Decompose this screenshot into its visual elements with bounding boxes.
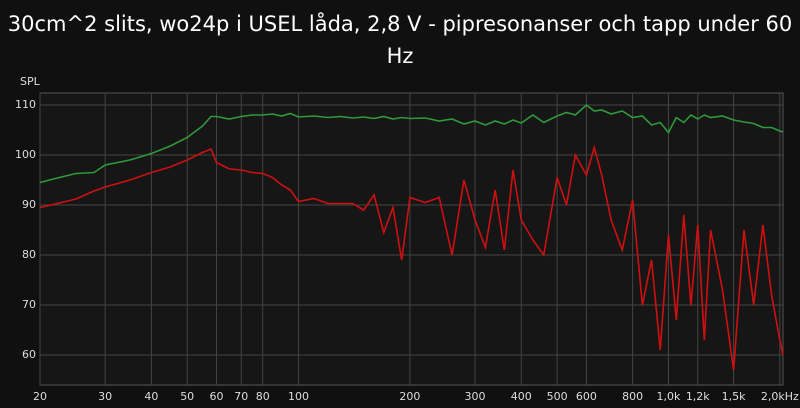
x-tick-label: 1,2k <box>686 390 710 403</box>
y-tick-label: 100 <box>15 148 36 161</box>
x-tick-label: 800 <box>622 390 643 403</box>
x-tick-label: 100 <box>288 390 309 403</box>
x-tick-label: 70 <box>234 390 248 403</box>
x-tick-label: 300 <box>465 390 486 403</box>
y-tick-label: 90 <box>22 198 36 211</box>
x-tick-label: 400 <box>511 390 532 403</box>
x-tick-label: 60 <box>209 390 223 403</box>
y-tick-label: 80 <box>22 248 36 261</box>
x-tick-label: 1,5k <box>722 390 746 403</box>
y-tick-label: 110 <box>15 98 36 111</box>
x-tick-label: 1,0k <box>657 390 681 403</box>
chart-title: 30cm^2 slits, wo24p i USEL låda, 2,8 V -… <box>7 12 793 68</box>
x-tick-label: 200 <box>399 390 420 403</box>
x-tick-label: 30 <box>98 390 112 403</box>
x-tick-label: 500 <box>547 390 568 403</box>
x-tick-label: 600 <box>576 390 597 403</box>
response-line <box>39 144 784 371</box>
y-tick-label: 60 <box>22 348 36 361</box>
y-axis-label: SPL <box>20 75 41 88</box>
y-tick-label: 70 <box>22 298 36 311</box>
response-line <box>39 103 784 184</box>
x-tick-label: 40 <box>144 390 158 403</box>
x-tick-label: 2,0kHz <box>761 390 799 403</box>
x-tick-label: 20 <box>33 390 47 403</box>
x-tick-label: 50 <box>180 390 194 403</box>
x-tick-label: 80 <box>256 390 270 403</box>
